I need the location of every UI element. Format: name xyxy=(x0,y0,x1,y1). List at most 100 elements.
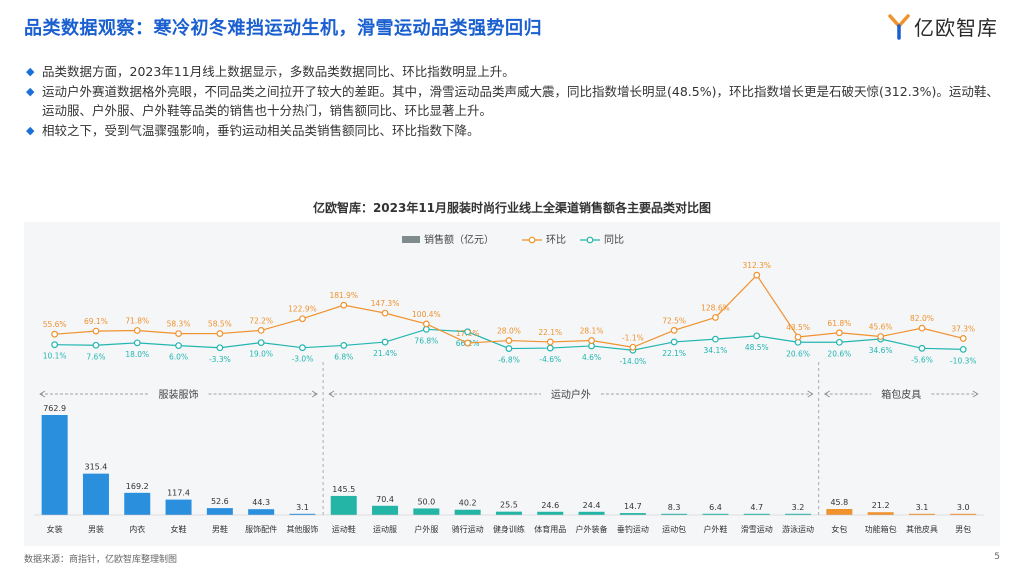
chart-container: 销售额（亿元） 环比 同比 服装服饰 运动户外 箱包皮具 762.9 女装 315.4 男装 169… xyxy=(24,222,1000,546)
sales-bar-label: 44.3 xyxy=(252,498,270,507)
yoy-point xyxy=(505,345,513,352)
category-label: 男装 xyxy=(88,524,104,534)
sales-bar-label: 8.3 xyxy=(668,503,681,512)
bullet-item: ◆ 相较之下，受到气温骤强影响，垂钓运动相关品类销售额同比、环比指数下降。 xyxy=(26,121,1006,140)
legend-label-sales: 销售额（亿元） xyxy=(424,233,494,246)
legend-label-mom: 环比 xyxy=(546,234,566,246)
category-label: 男鞋 xyxy=(212,524,228,534)
sales-bar-label: 21.2 xyxy=(872,501,890,510)
yoy-label: 6.0% xyxy=(169,353,188,362)
category-label: 户外服 xyxy=(414,524,438,534)
category-label: 健身训练 xyxy=(493,524,525,534)
mom-label: 58.3% xyxy=(167,320,191,329)
sales-bar-label: 14.7 xyxy=(624,502,642,511)
sales-bar xyxy=(826,508,853,515)
yoy-point xyxy=(753,332,761,340)
category-label: 骑行运动 xyxy=(452,524,484,534)
yoy-label: 10.1% xyxy=(43,352,67,361)
sales-bar xyxy=(743,513,770,515)
mom-point xyxy=(422,320,430,328)
mom-label: 128.6% xyxy=(701,303,730,312)
mom-label: 181.9% xyxy=(329,291,358,300)
yoy-point xyxy=(835,338,843,346)
category-label: 户外鞋 xyxy=(703,524,727,534)
sales-bar-label: 40.2 xyxy=(459,499,477,508)
arrowhead-left xyxy=(39,390,46,398)
sales-bar-label: 315.4 xyxy=(84,463,107,472)
mom-label: 71.8% xyxy=(125,316,149,325)
yoy-point xyxy=(175,342,182,350)
bullet-text: 相较之下，受到气温骤强影响，垂钓运动相关品类销售额同比、环比指数下降。 xyxy=(42,123,480,138)
sales-bar xyxy=(41,415,68,515)
arrowhead-left xyxy=(823,390,830,398)
diamond-icon: ◆ xyxy=(26,124,35,137)
mom-point xyxy=(464,339,472,347)
page-title: 品类数据观察：寒冷初冬难挡运动生机，滑雪运动品类强势回归 xyxy=(24,18,542,39)
sales-bar xyxy=(950,513,977,515)
mom-point xyxy=(257,326,265,334)
category-label: 运动包 xyxy=(662,524,686,534)
mom-point xyxy=(505,337,513,344)
mom-label: 69.1% xyxy=(84,317,108,326)
sales-bar-label: 169.2 xyxy=(126,482,149,491)
bullet-text: 品类数据方面，2023年11月线上数据显示，多数品类数据同比、环比指数明显上升。 xyxy=(42,64,515,79)
mom-point xyxy=(175,330,182,337)
yoy-label: 21.4% xyxy=(373,349,397,358)
category-label: 女装 xyxy=(47,524,63,534)
yoy-label: 18.0% xyxy=(125,350,149,359)
sales-bar-label: 3.2 xyxy=(792,503,805,512)
sales-bar-label: 25.5 xyxy=(500,501,518,510)
sales-bar xyxy=(413,508,440,515)
legend-label-yoy: 同比 xyxy=(604,234,624,246)
mom-point xyxy=(133,327,141,334)
yoy-label: -10.3% xyxy=(950,356,977,365)
group-label: 运动户外 xyxy=(551,388,591,401)
mom-point xyxy=(216,330,224,337)
sales-bar xyxy=(785,513,812,515)
mom-point xyxy=(959,335,967,342)
mom-point xyxy=(712,314,719,321)
chart-title: 亿欧智库：2023年11月服装时尚行业线上全渠道销售额各主要品类对比图 xyxy=(312,201,712,215)
category-label: 其他服饰 xyxy=(286,524,318,534)
category-label: 服饰配件 xyxy=(245,524,277,534)
sales-bar xyxy=(454,509,481,515)
yoy-label: 7.6% xyxy=(86,352,105,361)
yoy-label: -3.3% xyxy=(209,355,231,364)
category-label: 运动服 xyxy=(373,524,397,534)
yoy-label: 48.5% xyxy=(745,343,769,352)
sales-bar-label: 117.4 xyxy=(167,489,190,498)
logo: 亿欧智库 xyxy=(888,12,998,41)
sales-bar xyxy=(248,509,275,515)
mom-label: -1.1% xyxy=(622,333,644,342)
logo-icon xyxy=(888,13,910,40)
sales-bar-label: 762.9 xyxy=(43,404,66,413)
yoy-label: 20.6% xyxy=(786,349,810,358)
category-label: 其他皮具 xyxy=(906,524,938,534)
yoy-label: -6.8% xyxy=(498,356,520,365)
sales-bar xyxy=(867,512,894,515)
yoy-point xyxy=(670,338,678,346)
yoy-point xyxy=(918,344,926,352)
mom-label: 55.6% xyxy=(43,320,67,329)
category-label: 滑雪运动 xyxy=(741,524,773,534)
mom-label: 17.1% xyxy=(456,329,480,338)
mom-label: 100.4% xyxy=(412,310,441,319)
yoy-label: 22.1% xyxy=(662,349,686,358)
mom-label: 22.1% xyxy=(538,328,562,337)
mom-label: 72.5% xyxy=(662,316,686,325)
bullet-item: ◆ 品类数据方面，2023年11月线上数据显示，多数品类数据同比、环比指数明显上… xyxy=(26,62,1006,81)
sales-bar xyxy=(495,511,522,515)
sales-bar xyxy=(82,473,109,515)
yoy-label: 34.6% xyxy=(869,346,893,355)
sales-bar-label: 52.6 xyxy=(211,497,229,506)
mom-point xyxy=(546,338,554,346)
yoy-label: 20.6% xyxy=(827,349,851,358)
mom-point xyxy=(340,301,348,309)
arrowhead-right xyxy=(807,390,814,398)
arrowhead-left xyxy=(328,390,335,398)
yoy-point xyxy=(216,344,224,352)
diamond-icon: ◆ xyxy=(26,85,35,98)
category-label: 体育用品 xyxy=(534,524,566,534)
mom-point xyxy=(299,315,306,323)
mom-label: 122.9% xyxy=(288,305,317,314)
